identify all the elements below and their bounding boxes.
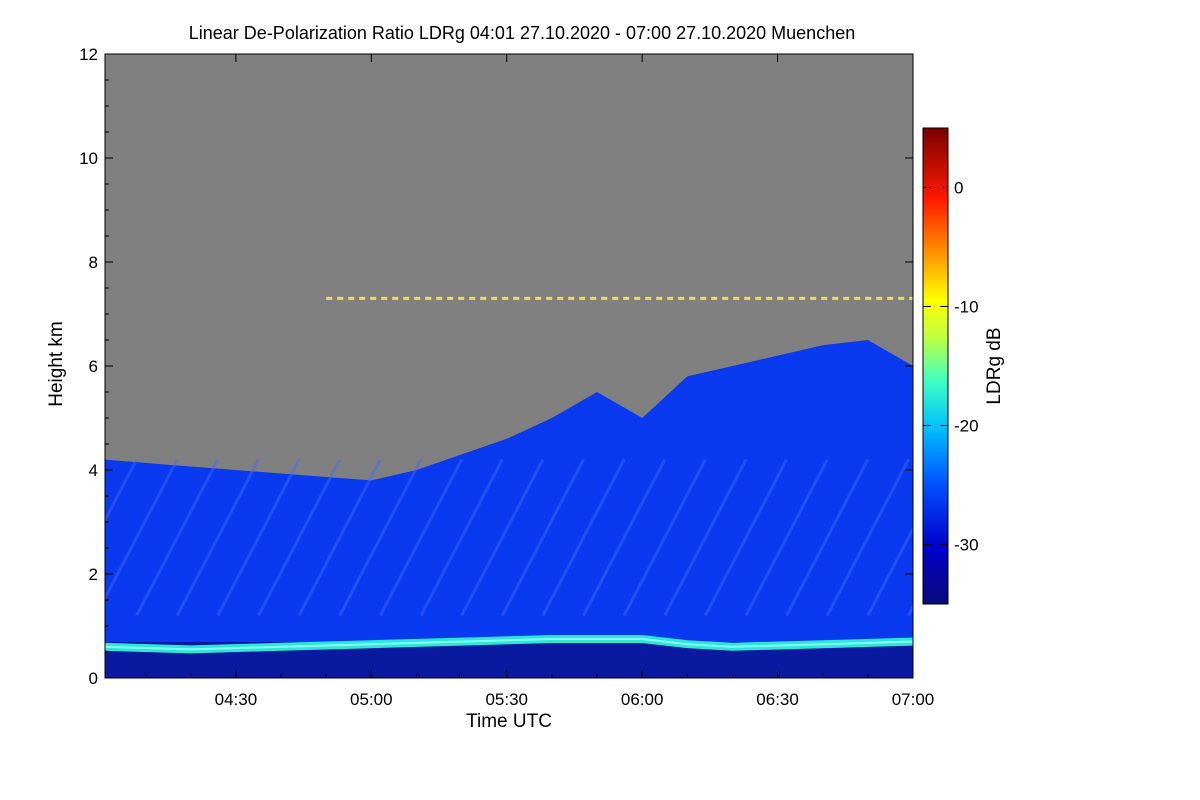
fall-streak <box>704 458 788 617</box>
y-tick-label: 8 <box>89 253 98 272</box>
y-tick-label: 6 <box>89 357 98 376</box>
x-tick-label: 07:00 <box>892 690 935 709</box>
chart-title: Linear De-Polarization Ratio LDRg 04:01 … <box>189 23 855 43</box>
x-tick-label: 04:30 <box>215 690 258 709</box>
x-tick-label: 05:00 <box>350 690 393 709</box>
y-tick-label: 10 <box>79 149 98 168</box>
colorbar-tick-label: -10 <box>954 298 979 317</box>
y-axis-label: Height km <box>46 321 67 407</box>
colorbar-tick-label: 0 <box>954 179 963 198</box>
x-tick-label: 06:30 <box>756 690 799 709</box>
y-tick-label: 0 <box>89 669 98 688</box>
fall-streak <box>419 458 504 617</box>
fall-streaks <box>15 458 913 617</box>
y-axis: 0 2 4 6 8 10 12 <box>79 45 913 688</box>
y-tick-label: 4 <box>89 461 98 480</box>
fall-streak <box>582 458 667 617</box>
x-tick-label: 06:00 <box>621 690 664 709</box>
fall-streak <box>379 458 463 617</box>
boundary-layer-core <box>105 638 913 651</box>
fall-streak <box>105 458 179 602</box>
y-tick-label: 2 <box>89 565 98 584</box>
fall-streak <box>500 458 585 617</box>
colorbar-axis: 0 -10 -20 -30 <box>923 179 979 555</box>
colorbar-tick-label: -30 <box>954 536 979 555</box>
fall-streak <box>135 458 220 617</box>
x-tick-label: 05:30 <box>485 690 528 709</box>
fall-streak <box>460 458 545 617</box>
fall-streak <box>257 458 342 617</box>
colorbar-label: LDRg dB <box>984 327 1005 404</box>
fall-streak <box>825 458 910 617</box>
fall-streak <box>175 458 260 617</box>
fall-streak <box>216 458 301 617</box>
x-axis-label: Time UTC <box>466 711 552 732</box>
fall-streak <box>866 525 913 617</box>
fall-streak <box>338 458 423 617</box>
colorbar <box>922 127 949 605</box>
fall-streak <box>744 458 829 617</box>
fall-streak <box>785 458 870 617</box>
fall-streak <box>622 458 707 617</box>
fall-streak <box>105 458 138 524</box>
fall-streak <box>663 458 748 617</box>
fall-streak <box>541 458 626 617</box>
colorbar-tick-label: -20 <box>954 417 979 436</box>
fall-streak <box>297 458 382 617</box>
y-tick-label: 12 <box>79 45 98 64</box>
x-axis: 04:30 05:00 05:30 06:00 06:30 07:00 <box>145 54 935 709</box>
cloud-region <box>105 340 913 678</box>
fall-streak <box>15 460 96 616</box>
